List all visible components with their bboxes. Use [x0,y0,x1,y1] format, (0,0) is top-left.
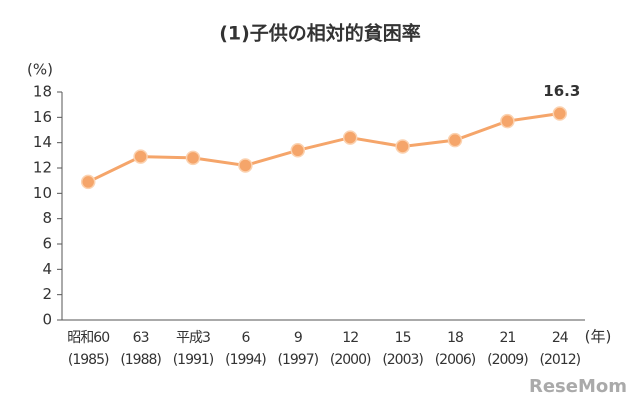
x-tick-label: 18 [447,330,463,346]
x-tick-label: 昭和60 [67,330,109,346]
marker [395,139,410,154]
x-tick-label: (1985) [68,352,109,368]
marker [500,113,515,129]
x-tick-label: 24 [552,330,569,346]
x-tick-label: (1991) [173,352,214,368]
y-unit: (%) [27,61,53,79]
x-tick-label: (1988) [120,352,161,368]
watermark: ReseMom [529,376,627,397]
y-tick-label: 2 [42,285,52,303]
y-tick-label: 4 [42,260,52,278]
y-tick-label: 8 [42,209,52,227]
y-tick-label: 0 [42,311,52,329]
x-tick-label: (2003) [382,352,423,368]
y-tick-label: 16 [33,108,52,126]
x-tick-label: (2006) [435,352,476,368]
marker [185,150,201,166]
marker [447,132,463,148]
x-tick-label: 平成3 [176,330,210,346]
y-tick-label: 12 [33,159,52,177]
x-unit: (年) [585,328,612,346]
marker [290,143,306,158]
marker [552,106,568,121]
x-tick-label: 63 [133,330,149,346]
marker [238,158,253,173]
line [87,112,561,184]
x-tick-label: (1994) [225,352,266,368]
marker [80,174,96,190]
y-tick-label: 10 [33,184,52,202]
chart-title: (1)子供の相対的貧困率 [219,22,421,45]
y-tick-label: 18 [33,83,52,101]
x-tick-label: (2012) [540,352,581,368]
value-label: 16.3 [543,82,580,100]
x-tick-label: 21 [499,330,515,346]
y-tick-label: 14 [33,133,52,151]
marker [342,130,358,145]
x-tick-label: 15 [395,330,411,346]
x-tick-label: (2009) [487,352,528,368]
marker [133,149,148,164]
x-tick-label: (1997) [278,352,319,368]
x-tick-label: 6 [241,330,250,346]
x-tick-label: 12 [342,330,358,346]
x-tick-label: (2000) [330,352,371,368]
y-tick-label: 6 [42,235,52,253]
x-tick-label: 9 [294,330,302,346]
